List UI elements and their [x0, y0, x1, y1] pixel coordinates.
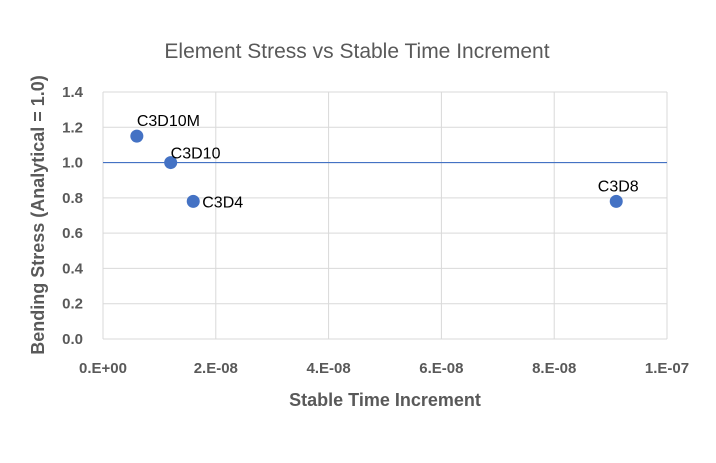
y-axis-title: Bending Stress (Analytical = 1.0) [28, 75, 48, 355]
y-tick-label: 1.0 [62, 155, 83, 172]
y-tick-label: 0.8 [62, 190, 83, 207]
x-tick-label: 1.E-07 [645, 360, 689, 377]
chart-title: Element Stress vs Stable Time Increment [164, 40, 549, 63]
data-point [164, 156, 178, 170]
data-label: C3D10 [171, 146, 221, 163]
data-label: C3D4 [202, 194, 243, 211]
data-point [130, 129, 144, 143]
y-tick-label: 0.4 [62, 260, 84, 277]
y-tick-label: 0.6 [62, 225, 83, 242]
x-axis-title: Stable Time Increment [289, 390, 481, 410]
x-axis-ticks: 0.E+00 2.E-08 4.E-08 6.E-08 8.E-08 1.E-07 [79, 360, 689, 377]
y-tick-label: 0.0 [62, 331, 83, 348]
y-tick-label: 1.4 [62, 84, 84, 101]
y-axis-ticks: 0.0 0.2 0.4 0.6 0.8 1.0 1.2 1.4 [62, 84, 84, 348]
data-points: C3D10M C3D10 C3D4 C3D8 [130, 113, 639, 211]
x-tick-label: 4.E-08 [306, 360, 350, 377]
x-tick-label: 0.E+00 [79, 360, 127, 377]
x-tick-label: 6.E-08 [419, 360, 463, 377]
data-label: C3D10M [137, 113, 200, 130]
x-tick-label: 2.E-08 [194, 360, 238, 377]
data-point [609, 194, 623, 208]
data-point [186, 194, 200, 208]
y-tick-label: 0.2 [62, 296, 83, 313]
x-tick-label: 8.E-08 [532, 360, 576, 377]
data-label: C3D8 [598, 178, 639, 195]
y-tick-label: 1.2 [62, 119, 83, 136]
